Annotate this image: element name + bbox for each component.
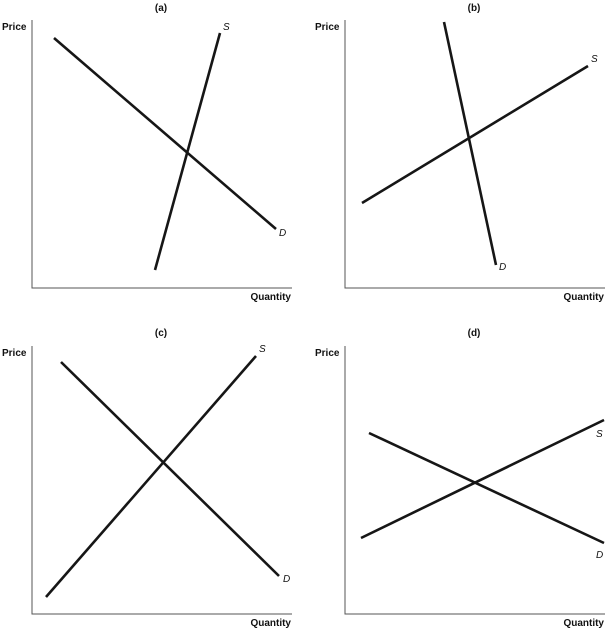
panel-a: (a) Price Quantity S D [2,3,292,303]
panel-b-demand-curve [442,21,498,266]
panel-a-demand-curve [53,37,277,230]
panel-a-title: (a) [155,3,167,14]
panel-b-demand-label: D [499,262,506,273]
panel-a-supply-curve [153,32,222,271]
panel-c: (c) Price Quantity S D [2,328,292,629]
panel-d-supply-label: S [596,429,603,440]
panel-b-quantity-label: Quantity [563,292,604,303]
panel-d-title: (d) [468,328,481,339]
panel-a-demand-label: D [279,228,286,239]
panel-c-supply-label: S [259,344,266,355]
panel-b-supply-curve [361,64,589,205]
panel-d-supply-curve [360,418,605,540]
panel-d-price-label: Price [315,348,340,359]
panel-c-axes [31,346,292,615]
panel-c-title: (c) [155,328,167,339]
panel-a-price-label: Price [2,22,27,33]
panel-c-price-label: Price [2,348,27,359]
panel-a-axes [31,20,292,289]
panel-d-demand-label: D [596,550,603,561]
panel-b-title: (b) [468,3,481,14]
panel-d: (d) Price Quantity S D [315,328,605,629]
panel-d-quantity-label: Quantity [563,618,604,629]
panel-c-quantity-label: Quantity [250,618,291,629]
panel-a-quantity-label: Quantity [250,292,291,303]
panel-b-price-label: Price [315,22,340,33]
panel-c-supply-curve [45,355,257,598]
panel-b-supply-label: S [591,54,598,65]
panel-b-axes [344,20,605,289]
panel-c-demand-label: D [283,574,290,585]
panel-d-demand-curve [368,431,605,545]
panel-c-demand-curve [60,361,280,577]
panel-d-axes [344,346,605,615]
panel-a-supply-label: S [223,22,230,33]
panel-b: (b) Price Quantity S D [315,3,605,303]
